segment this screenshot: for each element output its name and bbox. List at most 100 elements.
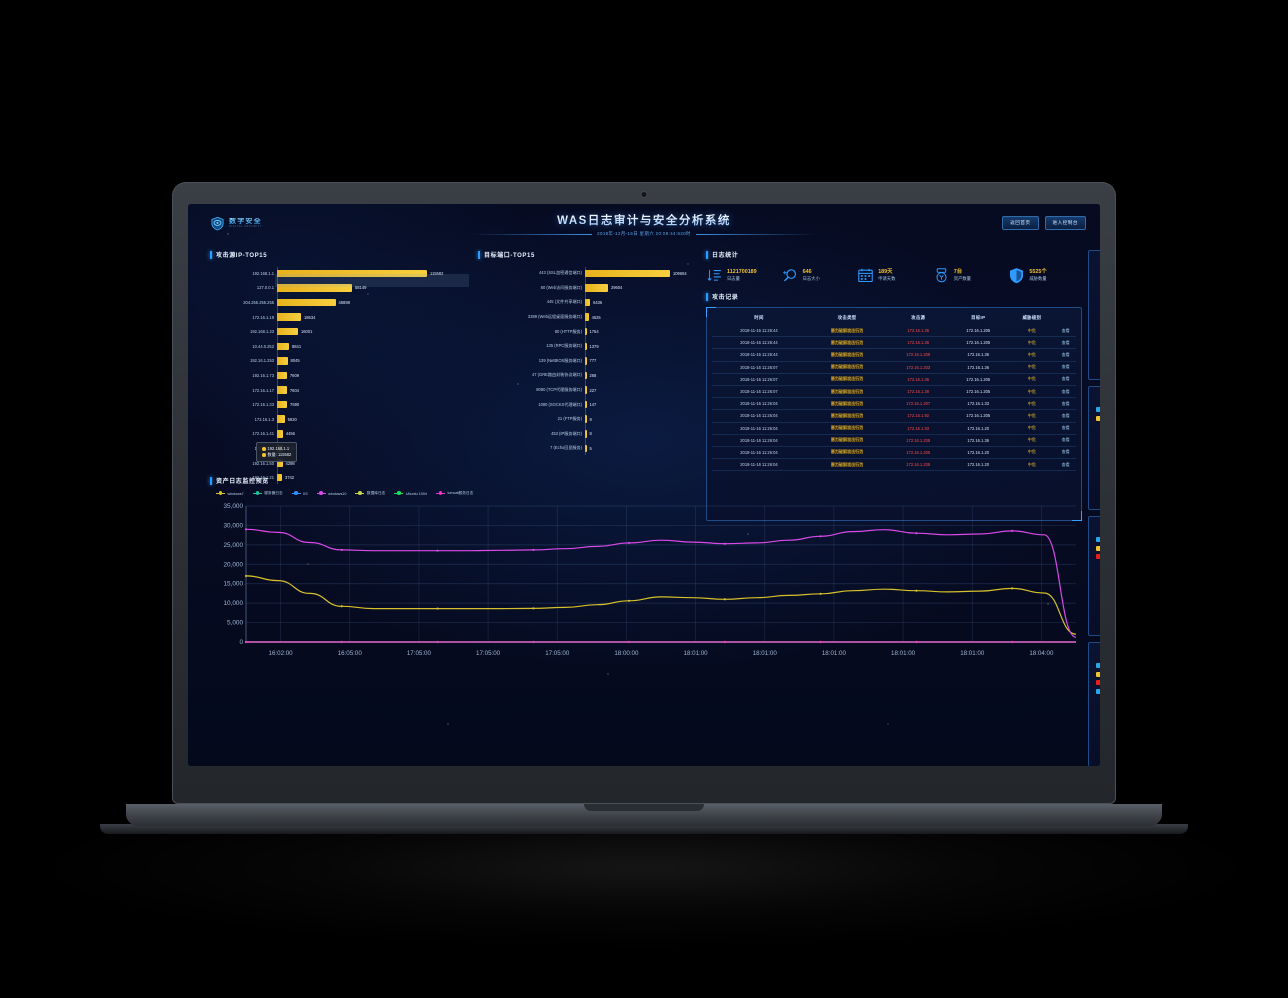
bar-track: 6436 [585, 296, 693, 309]
bar-row[interactable]: 139 (NetBIOS服务端口) 777 [478, 355, 693, 368]
bar-row[interactable]: 172.16.1.94324 [210, 442, 465, 455]
target-port-title: 目标端口-TOP15 [478, 250, 693, 259]
bar-value: 4625 [591, 314, 601, 320]
table-row[interactable]: 2018-11-16 11:26:07 暴力破解攻击行为 172.16.1.38 17… [712, 385, 1076, 398]
bar-row[interactable]: 192.16.1.73 7609 [210, 369, 465, 382]
bar-row[interactable]: 10.44.0.252 8841 [210, 340, 465, 353]
view-action-link[interactable]: 查看 [1061, 376, 1070, 382]
bar-row[interactable]: 453 (IP服务端口) 8 [478, 428, 693, 441]
asset-legend-item[interactable]: 操作系统_Linux [1096, 663, 1100, 668]
bar-row[interactable]: 47 (GRE路由封装协议端口) 268 [478, 369, 693, 382]
bar-row[interactable]: 172.16.1.3 5920 [210, 413, 465, 426]
table-cell: 172.16.1.36 [967, 364, 990, 370]
line-legend-item[interactable]: IIS [291, 490, 308, 496]
stat-apply-days: 189天 申请天数 [857, 267, 931, 284]
table-row[interactable]: 2018-11-16 11:26:04 暴力破解攻击行为 172.16.1.205 1… [712, 446, 1076, 459]
bar-label: 3389 (Web远程桌面服务端口) [527, 314, 582, 320]
view-action-link[interactable]: 查看 [1061, 400, 1070, 406]
bar-row[interactable]: 204.255.255.255 45898 [210, 296, 465, 309]
bar-row[interactable]: 1080 (SOCKS代理端口) 147 [478, 398, 693, 411]
threat-legend-item[interactable]: 低危 [1096, 537, 1100, 542]
view-action-link[interactable]: 查看 [1061, 364, 1070, 370]
line-legend-item[interactable]: windows10 [316, 490, 346, 496]
line-legend-item[interactable]: windows7 [216, 490, 244, 496]
line-data-point [627, 541, 631, 545]
threat-legend: 低危中危高危 [1096, 537, 1100, 559]
line-data-point [627, 599, 631, 602]
line-data-point [532, 548, 535, 552]
line-legend-item[interactable]: 数据库日志 [355, 490, 385, 496]
table-row[interactable]: 2018-11-16 11:26:44 暴力破解攻击行为 172.16.1.36 17… [712, 337, 1076, 349]
stat-label: 日志大小 [802, 276, 820, 282]
line-data-point [915, 640, 918, 644]
threat-legend-item[interactable]: 高危 [1096, 554, 1100, 559]
table-row[interactable]: 2018-11-16 11:26:44 暴力破解攻击行为 172.16.1.36 17… [712, 325, 1076, 337]
bar-row[interactable]: 135 (RPC服务端口) 1379 [478, 340, 693, 353]
view-action-link[interactable]: 查看 [1061, 437, 1070, 443]
bar-row[interactable]: 172.16.1.33 7690 [210, 398, 465, 411]
bar-row[interactable]: 80 (Web访问服务端口) 29604 [478, 282, 693, 295]
stat-value: 7台 [953, 269, 963, 276]
table-row[interactable]: 2018-11-16 11:26:44 暴力破解攻击行为 172.16.1.209 1… [712, 349, 1076, 362]
asset-legend-item[interactable]: 操作系统_Tomcat [1096, 680, 1100, 685]
view-action-link[interactable]: 查看 [1061, 449, 1070, 455]
table-row[interactable]: 2018-11-16 11:26:07 暴力破解攻击行为 172.16.1.36 17… [712, 373, 1076, 386]
line-legend-item[interactable]: tomcat服务日志 [435, 490, 473, 496]
bar-value: 1379 [589, 343, 599, 349]
bar-row[interactable]: 192.168.1.1 115582 [210, 267, 465, 280]
bar-row[interactable]: 192.168.1.23 16001 [210, 325, 465, 338]
bar-fill [585, 357, 587, 365]
risk-legend-item[interactable]: 已处理 [1096, 407, 1100, 412]
risk-legend-item[interactable]: 未处理 [1096, 415, 1100, 421]
line-legend-item[interactable]: 服务器日志 [252, 490, 283, 496]
bar-row[interactable]: 192.16.1.50 4298 [210, 457, 465, 470]
back-home-button[interactable]: 返回首页 [1002, 216, 1039, 230]
table-row[interactable]: 2018-11-16 11:26:04 暴力破解攻击行为 172.16.1.205 1… [712, 459, 1076, 471]
asset-legend-item[interactable]: 操作系统_Windows [1096, 688, 1100, 694]
view-action-link[interactable]: 查看 [1061, 339, 1070, 345]
bar-row[interactable]: 172.16.1.41 4456 [210, 428, 465, 441]
view-action-link[interactable]: 查看 [1061, 461, 1070, 467]
bar-row[interactable]: 445 (文件共享端口) 6436 [478, 296, 693, 309]
table-row[interactable]: 2018-11-16 11:26:07 暴力破解攻击行为 172.16.1.203 1… [712, 361, 1076, 374]
shield-logo-icon [211, 216, 224, 231]
bar-row[interactable]: 8080 (TCP代理服务端口) 227 [478, 384, 693, 397]
view-action-link[interactable]: 查看 [1061, 412, 1070, 418]
table-row[interactable]: 2018-11-16 11:26:04 暴力破解攻击行为 172.16.1.92 17… [712, 410, 1076, 422]
table-cell: 172.16.1.205 [966, 376, 991, 382]
line-legend-item[interactable]: Ubuntu 1004 [394, 490, 427, 496]
bar-row[interactable]: 172.16.1.19 18634 [210, 311, 465, 324]
bar-row[interactable]: 443 (SSL加密通信端口) 109684 [478, 267, 693, 280]
table-cell: 暴力破解攻击行为 [806, 434, 888, 446]
bar-row[interactable]: 3389 (Web远程桌面服务端口) 4625 [478, 311, 693, 324]
view-action-link[interactable]: 查看 [1061, 388, 1070, 394]
table-cell: 2018-11-16 11:26:07 [740, 376, 778, 382]
legend-color-swatch [1096, 688, 1100, 694]
line-data-point [1011, 640, 1014, 644]
line-data-point [244, 574, 248, 578]
asset-legend-item[interactable]: 操作系统_IIS [1096, 671, 1100, 677]
bar-row[interactable]: 172.16.1.17 7604 [210, 384, 465, 397]
bar-row[interactable]: 127.0.0.1 58149 [210, 282, 465, 295]
stat-value: 1121700189 [727, 269, 757, 276]
table-row[interactable]: 2018-11-16 11:26:04 暴力破解攻击行为 172.16.1.205 1… [712, 434, 1076, 447]
bar-row[interactable]: 7 (Echo回显服务) 5 [478, 442, 693, 455]
view-action-link[interactable]: 查看 [1061, 425, 1070, 431]
table-row[interactable]: 2018-11-16 11:26:04 暴力破解攻击行为 172.16.1.207 1… [712, 398, 1076, 410]
view-action-link[interactable]: 查看 [1061, 327, 1070, 333]
view-action-link[interactable]: 查看 [1061, 351, 1070, 357]
bar-track: 4324 [277, 442, 465, 455]
bar-label: 172.16.1.41 [252, 431, 274, 437]
risk-level-body: 已处理未处理 99.92% [1089, 401, 1100, 506]
threat-legend-item[interactable]: 中危 [1096, 545, 1100, 551]
enter-console-button[interactable]: 进入控制台 [1044, 216, 1086, 230]
legend-color-swatch [1096, 663, 1100, 668]
table-row[interactable]: 2018-11-16 11:26:04 暴力破解攻击行为 172.16.1.93 17… [712, 422, 1076, 435]
bar-row[interactable]: 192.16.1.253 8045 [210, 355, 465, 368]
attack-type-badge: 暴力破解攻击行为 [830, 364, 864, 370]
bar-row[interactable]: 80 (HTTP服务) 1754 [478, 325, 693, 338]
threat-score-panel: 威胁评分 [1088, 250, 1100, 380]
table-cell: 172.16.1.33 [967, 401, 990, 407]
legend-label: 服务器日志 [264, 491, 283, 495]
bar-row[interactable]: 21 (FTP服务) 9 [478, 413, 693, 426]
